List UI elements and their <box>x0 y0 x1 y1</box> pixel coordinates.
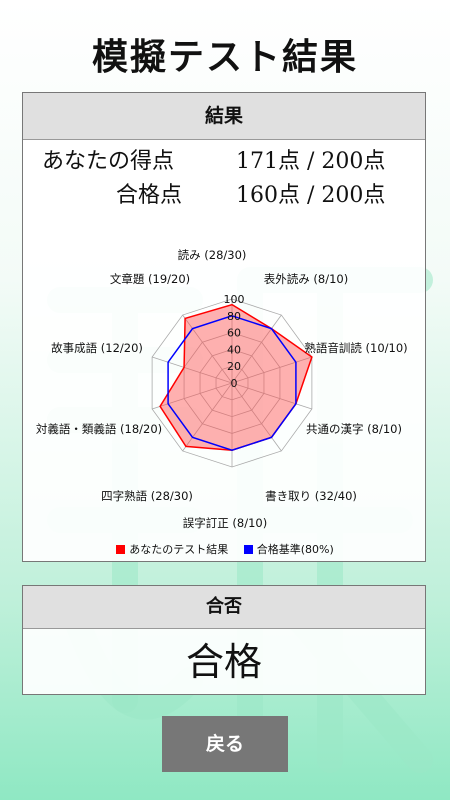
radar-category-label: 故事成語 (12/20) <box>51 341 143 355</box>
verdict-value: 合格 <box>185 640 262 684</box>
legend-swatch-yours <box>116 544 126 554</box>
radar-category-label: 熟語音訓読 (10/10) <box>304 341 407 355</box>
radar-spoke <box>151 382 233 410</box>
legend-label-pass: 合格基準(80%) <box>256 543 334 556</box>
result-panel: 結果 <box>22 92 426 562</box>
chart-legend: あなたのテスト結果 合格基準(80%) <box>0 541 450 557</box>
verdict-header: 合否 <box>23 586 425 629</box>
pass-score-value: 160点 / 200点 <box>236 183 386 208</box>
radar-scale-tick: 20 <box>227 360 241 373</box>
legend-item-pass: 合格基準(80%) <box>243 543 334 556</box>
radar-chart: 0 20 40 60 80 100 読み (28/30) 表外読み (8/10) 熟語音訓読 (… <box>36 248 408 530</box>
pass-score-label: 合格点 <box>116 183 183 208</box>
legend-item-yours: あなたのテスト結果 <box>116 543 232 556</box>
back-button[interactable]: 戻る <box>162 716 288 772</box>
radar-spoke <box>151 356 233 384</box>
score-value: 171点 / 200点 <box>236 149 386 174</box>
radar-category-label: 誤字訂正 (8/10) <box>183 516 267 530</box>
radar-spoke <box>231 356 313 384</box>
score-label: あなたの得点 <box>42 149 175 174</box>
page-title: 模擬テスト結果 <box>91 36 358 78</box>
radar-spoke <box>231 382 313 410</box>
radar-series-pass <box>167 315 297 451</box>
radar-scale-tick: 100 <box>224 293 245 306</box>
radar-scale-tick: 80 <box>227 310 241 323</box>
result-header: 結果 <box>23 93 425 140</box>
legend-swatch-pass <box>243 544 253 554</box>
radar-category-label: 読み (28/30) <box>178 248 247 262</box>
radar-category-label: 文章題 (19/20) <box>110 272 190 286</box>
radar-category-label: 四字熟語 (28/30) <box>101 489 193 503</box>
radar-category-label: 表外読み (8/10) <box>264 272 348 286</box>
radar-spoke <box>231 382 282 452</box>
verdict-panel: 合否 合格 <box>22 585 426 695</box>
radar-scale-tick: 60 <box>227 327 241 340</box>
radar-spoke <box>182 314 233 384</box>
radar-spoke <box>182 382 233 452</box>
radar-scale-tick: 40 <box>227 343 241 356</box>
radar-category-label: 対義語・類義語 (18/20) <box>36 422 162 436</box>
legend-label-yours: あなたのテスト結果 <box>129 543 229 556</box>
radar-category-label: 共通の漢字 (8/10) <box>306 422 402 436</box>
radar-category-label: 書き取り (32/40) <box>265 489 357 503</box>
radar-scale-tick: 0 <box>231 377 238 390</box>
radar-spoke <box>231 314 282 384</box>
